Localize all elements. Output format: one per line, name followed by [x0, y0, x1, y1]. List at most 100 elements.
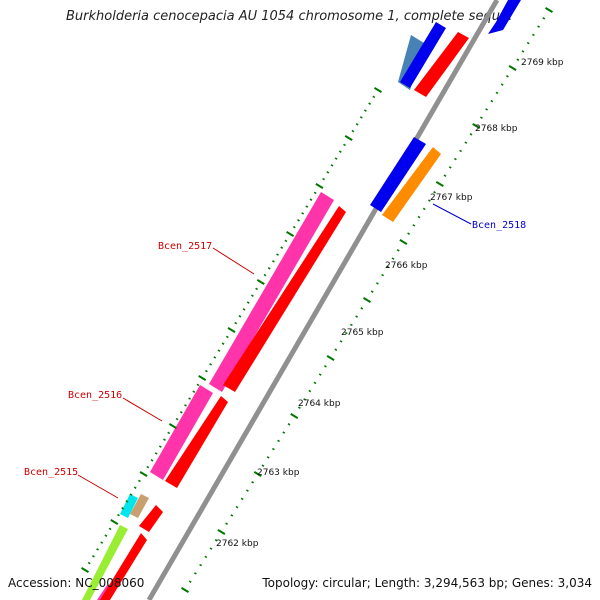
scale-minor-dot — [355, 315, 359, 318]
gene-orange-feature[interactable] — [382, 147, 441, 222]
scale-minor-dot — [204, 369, 208, 373]
scale-minor-dot — [495, 91, 499, 95]
scale-minor-dot — [330, 164, 334, 167]
scale-minor-dot — [521, 50, 525, 53]
gene-tan-feature[interactable] — [130, 494, 149, 518]
scale-major-tick — [326, 355, 335, 361]
scale-minor-dot — [318, 373, 322, 376]
scale-minor-dot — [271, 260, 275, 263]
scale-minor-dot — [137, 479, 141, 483]
tick-label-2765: 2765 kbp — [341, 328, 384, 338]
scale-minor-dot — [292, 225, 296, 229]
scale-minor-dot — [313, 191, 317, 195]
genome-summary-text: Topology: circular; Length: 3,294,563 bp… — [262, 576, 592, 590]
scale-minor-dot — [453, 157, 457, 161]
scale-minor-dot — [146, 465, 150, 469]
scale-minor-dot — [87, 561, 91, 565]
scale-minor-dot — [242, 308, 246, 311]
scale-minor-dot — [542, 17, 546, 20]
scale-minor-dot — [370, 290, 374, 293]
scale-minor-dot — [407, 232, 411, 235]
scale-minor-dot — [322, 177, 326, 181]
scale-major-tick — [80, 567, 90, 573]
scale-minor-dot — [209, 547, 213, 550]
scale-minor-dot — [386, 265, 390, 269]
scale-minor-dot — [308, 389, 312, 393]
scale-minor-dot — [96, 548, 100, 551]
scale-minor-dot — [235, 505, 239, 509]
scale-minor-dot — [490, 99, 494, 103]
scale-minor-dot — [154, 452, 158, 455]
leader-line-bcen-2516 — [122, 397, 163, 422]
scale-minor-dot — [225, 522, 229, 525]
scale-minor-dot — [204, 555, 208, 559]
scale-major-tick — [253, 471, 262, 477]
scale-minor-dot — [104, 534, 108, 537]
scale-minor-dot — [537, 25, 541, 28]
cds-red-4[interactable] — [100, 533, 147, 600]
scale-major-tick — [217, 529, 226, 535]
leader-line-bcen-2515 — [77, 474, 119, 499]
scale-minor-dot — [334, 348, 338, 351]
scale-minor-dot — [326, 171, 330, 174]
gene-blue-middle-feature[interactable] — [370, 137, 426, 212]
scale-minor-dot — [360, 307, 364, 310]
scale-minor-dot — [359, 116, 363, 119]
scale-minor-dot — [343, 143, 346, 147]
tick-label-2766: 2766 kbp — [385, 261, 428, 271]
scale-major-tick — [110, 519, 119, 525]
scale-major-tick — [362, 297, 372, 303]
scale-minor-dot — [217, 349, 221, 352]
forward-strand-genes[interactable] — [82, 0, 521, 600]
gene-label-bcen-2515[interactable]: Bcen_2515 — [24, 467, 78, 478]
scale-major-tick — [344, 135, 353, 141]
gene-label-bcen-2518[interactable]: Bcen_2518 — [472, 220, 526, 231]
scale-minor-dot — [188, 580, 192, 583]
scale-minor-dot — [375, 282, 379, 285]
gene-blue-strip-feature[interactable] — [400, 22, 446, 88]
gene-labels[interactable]: Bcen_2517 Bcen_2516 Bcen_2515 Bcen_2518 — [24, 203, 526, 499]
scale-minor-dot — [305, 205, 309, 208]
reverse-strand-genes[interactable] — [100, 32, 469, 600]
scale-major-tick — [544, 7, 554, 13]
cds-red-2[interactable] — [165, 396, 228, 488]
scale-minor-dot — [412, 224, 416, 227]
scale-minor-dot — [391, 257, 395, 260]
scale-minor-dot — [245, 489, 249, 492]
cds-red-3[interactable] — [139, 505, 163, 532]
scale-minor-dot — [179, 411, 183, 414]
scale-minor-dot — [121, 507, 125, 510]
tick-label-2767: 2767 kbp — [430, 193, 473, 203]
gene-lime-feature[interactable] — [82, 525, 128, 600]
scale-major-tick — [315, 183, 324, 189]
tick-label-2768: 2768 kbp — [475, 124, 518, 134]
scale-major-tick — [435, 181, 444, 187]
scale-minor-dot — [125, 500, 129, 503]
scale-major-tick — [198, 375, 207, 381]
scale-minor-dot — [381, 273, 385, 277]
cds-red-upper[interactable] — [414, 32, 469, 97]
scale-minor-dot — [280, 246, 284, 249]
scale-minor-dot — [479, 116, 483, 119]
scale-minor-dot — [129, 493, 133, 496]
scale-minor-dot — [196, 383, 200, 387]
gene-label-bcen-2516[interactable]: Bcen_2516 — [68, 390, 122, 401]
scale-minor-dot — [230, 514, 234, 517]
gene-bcen-2517-feature[interactable] — [209, 192, 334, 392]
gene-label-bcen-2517[interactable]: Bcen_2517 — [158, 241, 212, 252]
scale-dots — [80, 7, 554, 593]
scale-minor-dot — [363, 109, 367, 112]
scale-minor-dot — [282, 431, 286, 434]
scale-major-tick — [399, 239, 408, 245]
gene-blue-top-feature[interactable] — [488, 0, 521, 34]
gene-bcen-2516-feature[interactable] — [150, 385, 213, 480]
scale-minor-dot — [531, 33, 535, 37]
gene-cyan-feature[interactable] — [120, 494, 138, 518]
scale-minor-dot — [271, 447, 275, 451]
scale-major-tick — [227, 327, 236, 333]
cds-red-1[interactable] — [223, 206, 346, 392]
chromosome-backbone — [146, 0, 500, 600]
scale-minor-dot — [193, 572, 197, 575]
map-title: Burkholderia cenocepacia AU 1054 chromos… — [66, 9, 513, 24]
